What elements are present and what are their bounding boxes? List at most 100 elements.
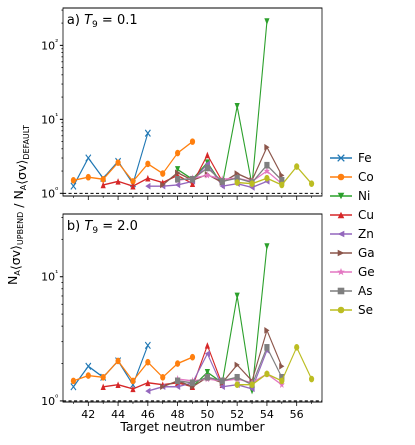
data-point-se-53 — [249, 381, 255, 389]
data-point-fe-42 — [85, 154, 92, 162]
data-point-ga-47 — [160, 383, 166, 391]
data-point-se-57 — [308, 180, 315, 187]
legend-item-se: Se — [330, 303, 373, 317]
data-point-co-46 — [145, 160, 151, 168]
series-fe — [70, 341, 151, 391]
data-point-cu-45 — [130, 182, 136, 190]
legend-item-co: Co — [330, 170, 374, 184]
data-point-as-48 — [175, 175, 181, 183]
data-point-as-48 — [175, 377, 181, 385]
data-point-co-44 — [115, 357, 121, 365]
data-point-zn-46 — [145, 182, 151, 190]
panel-label: b) T9 = 2.0 — [67, 219, 138, 236]
legend-marker-se — [337, 306, 345, 314]
data-point-co-42 — [85, 173, 91, 181]
legend-label: Fe — [358, 151, 372, 165]
legend-item-as: As — [330, 284, 372, 298]
series-line-ni — [177, 21, 268, 187]
plot-area-frame — [62, 7, 323, 197]
data-point-as-50 — [204, 373, 210, 381]
series-fe — [70, 129, 151, 190]
data-point-fe-41 — [70, 383, 77, 391]
legend-item-fe: Fe — [330, 151, 372, 165]
x-tick-label: 56 — [290, 408, 304, 421]
y-tick-label: 10¹ — [41, 111, 58, 126]
legend-item-ge: Ge — [330, 265, 375, 279]
data-point-co-42 — [85, 372, 91, 379]
data-point-zn-46 — [145, 387, 151, 395]
panel-label: a) T9 = 0.1 — [67, 13, 138, 30]
data-point-cu-44 — [115, 178, 121, 185]
series-cu — [100, 342, 225, 393]
data-point-ni-54 — [264, 243, 270, 250]
legend-label: Ga — [358, 246, 375, 260]
legend-marker-zn — [337, 230, 345, 238]
data-point-co-48 — [175, 149, 181, 157]
panel-b: 42 44 46 48 50 52 54 56 10⁰ 10¹ b) T9 = 2.0 — [41, 213, 323, 421]
data-point-as-52 — [234, 373, 240, 381]
legend-label: Co — [358, 170, 374, 184]
data-point-se-54 — [264, 174, 270, 182]
legend-marker-fe — [337, 154, 345, 162]
data-point-as-54 — [264, 161, 270, 169]
series-co — [70, 353, 196, 385]
series-ni — [175, 243, 270, 395]
legend-marker-ni — [337, 192, 345, 200]
data-point-co-49 — [189, 138, 196, 145]
data-point-se-55 — [279, 377, 285, 385]
y-axis-label-text: NA⟨σv⟩UPBEND / NA⟨σv⟩DEFAULT — [5, 125, 31, 285]
data-point-ni-54 — [264, 18, 270, 25]
data-point-se-52 — [234, 381, 240, 389]
data-point-ga-55 — [279, 362, 285, 370]
legend-marker-co — [337, 173, 345, 181]
data-point-ge-55 — [278, 380, 285, 388]
data-point-ga-54 — [264, 143, 270, 151]
plot-area-frame — [62, 213, 323, 403]
x-tick-label: 52 — [230, 408, 244, 421]
x-tick-label: 50 — [200, 408, 214, 421]
data-point-ge-50 — [204, 171, 211, 179]
data-point-ni-48 — [175, 166, 181, 173]
legend-marker-cu — [337, 211, 345, 219]
data-point-fe-41 — [70, 182, 77, 190]
data-point-as-55 — [279, 373, 285, 381]
series-line-fe — [72, 132, 149, 187]
x-tick-label: 54 — [260, 408, 274, 421]
x-tick-label: 46 — [141, 408, 155, 421]
data-point-fe-46 — [144, 129, 151, 137]
data-point-ge-54 — [263, 167, 270, 175]
data-point-co-44 — [115, 159, 121, 166]
data-point-co-43 — [100, 373, 106, 381]
y-axis-label: NA⟨σv⟩UPBEND / NA⟨σv⟩DEFAULT — [5, 125, 31, 285]
data-point-ga-48 — [175, 169, 181, 177]
legend-marker-as — [337, 287, 345, 295]
data-point-as-49 — [189, 175, 196, 183]
data-point-ga-54 — [264, 327, 270, 334]
data-point-cu-46 — [145, 174, 151, 182]
data-point-zn-51 — [219, 383, 225, 391]
data-point-zn-48 — [175, 383, 181, 391]
x-tick-label: 48 — [171, 408, 185, 421]
data-point-se-56 — [294, 344, 300, 351]
data-point-co-41 — [70, 377, 77, 385]
data-point-ga-47 — [160, 181, 166, 189]
data-point-co-49 — [189, 353, 196, 361]
legend-label: Zn — [358, 227, 374, 241]
legend: Fe Co Ni Cu Zn Ga Ge As Se — [330, 151, 375, 317]
data-point-fe-46 — [144, 341, 151, 350]
legend-label: Ge — [358, 265, 375, 279]
data-point-as-51 — [219, 178, 225, 185]
data-point-ga-55 — [279, 172, 285, 179]
legend-label: Ni — [358, 189, 370, 203]
data-point-co-45 — [130, 377, 136, 385]
data-point-ni-52 — [234, 292, 240, 300]
data-point-as-50 — [204, 164, 210, 172]
legend-marker-ge — [337, 268, 345, 276]
data-point-ni-50 — [204, 368, 210, 376]
data-point-se-55 — [279, 181, 285, 189]
legend-item-cu: Cu — [330, 208, 374, 222]
x-axis-label: Target neutron number — [119, 419, 265, 434]
data-point-se-57 — [308, 375, 315, 383]
x-tick-label: 42 — [81, 408, 95, 421]
data-point-cu-43 — [100, 181, 106, 189]
